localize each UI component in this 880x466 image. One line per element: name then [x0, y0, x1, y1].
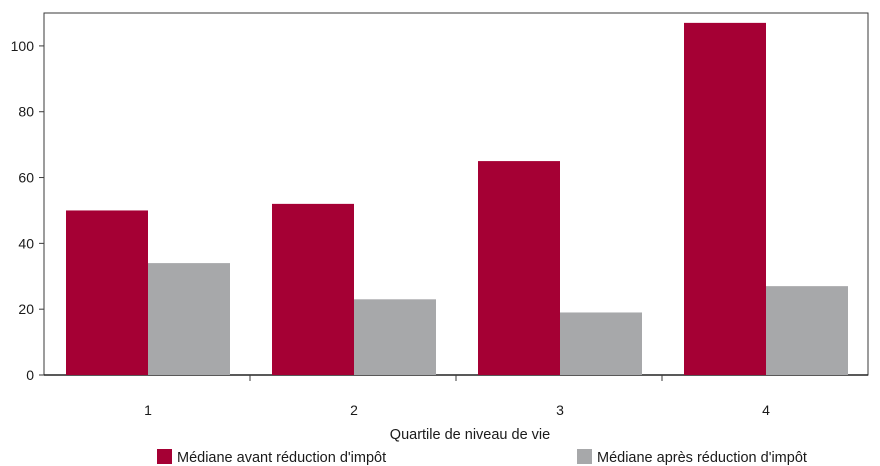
legend-label: Médiane après réduction d'impôt — [597, 450, 807, 466]
y-tick-label: 100 — [11, 38, 35, 54]
x-tick-label: 4 — [762, 402, 770, 418]
y-tick-label: 40 — [18, 235, 34, 251]
y-axis: 0 20 40 60 80 100 — [11, 38, 44, 383]
bar-avant-q1 — [66, 210, 148, 375]
y-tick-label: 20 — [18, 301, 34, 317]
x-axis-title: Quartile de niveau de vie — [390, 427, 550, 443]
y-tick-label: 60 — [18, 170, 34, 186]
bar-apres-q4 — [766, 286, 848, 375]
y-tick-label: 80 — [18, 104, 34, 120]
bar-avant-q4 — [684, 22, 766, 375]
x-tick-label: 1 — [144, 402, 152, 418]
bar-avant-q3 — [478, 161, 560, 375]
bar-avant-q2 — [272, 203, 354, 375]
legend-swatch — [157, 449, 172, 464]
y-tick-label: 0 — [26, 367, 34, 383]
legend: Médiane avant réduction d'impôt Médiane a… — [157, 449, 807, 466]
bar-apres-q2 — [354, 299, 436, 375]
bar-apres-q1 — [148, 263, 230, 375]
bar-apres-q3 — [560, 312, 642, 375]
x-axis: 1 2 3 4 — [144, 375, 770, 418]
bars — [66, 22, 848, 375]
x-tick-label: 3 — [556, 402, 564, 418]
legend-label: Médiane avant réduction d'impôt — [177, 450, 386, 466]
legend-swatch — [577, 449, 592, 464]
x-tick-label: 2 — [350, 402, 358, 418]
